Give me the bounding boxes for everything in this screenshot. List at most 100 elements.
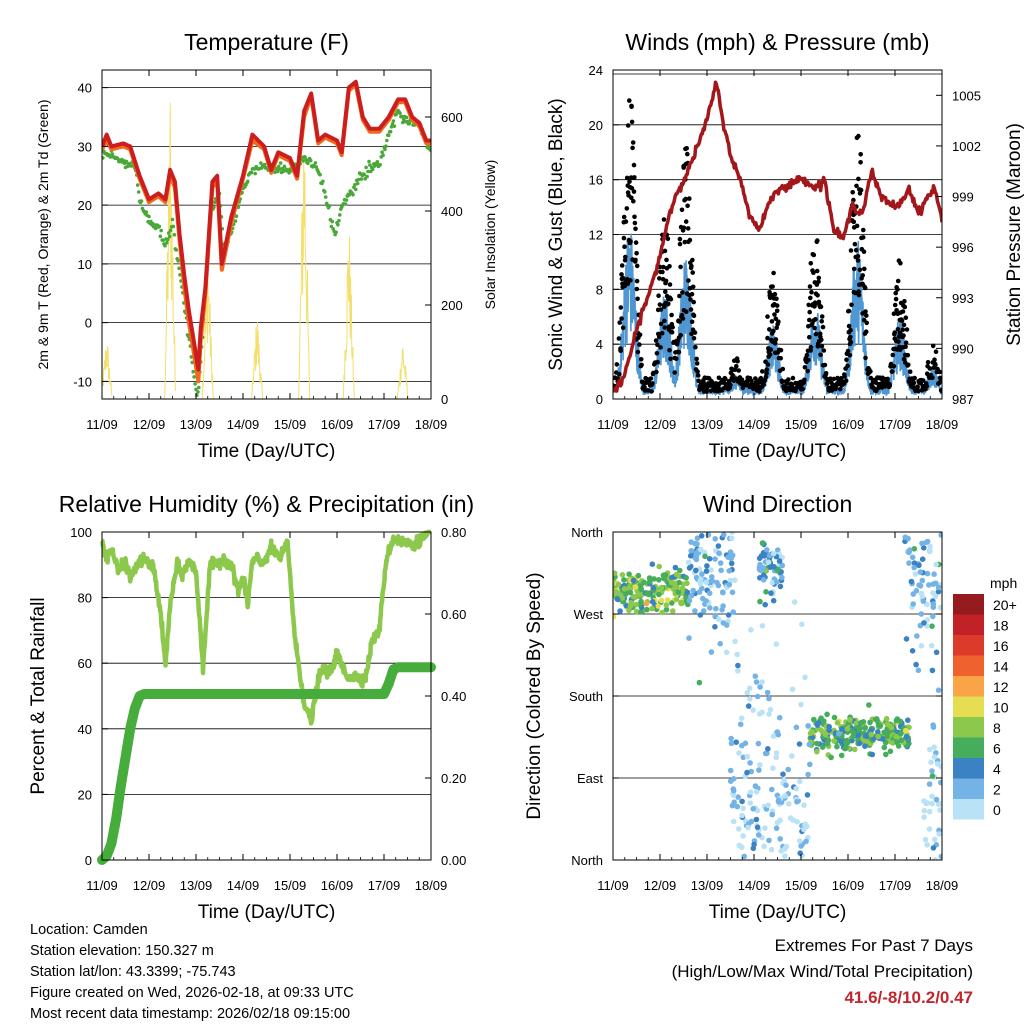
- direction-point: [933, 796, 940, 803]
- direction-point: [935, 584, 942, 591]
- dewpoint-point: [196, 390, 200, 394]
- direction-point: [762, 825, 768, 831]
- direction-point: [768, 846, 775, 853]
- gust-point: [767, 352, 773, 357]
- gust-point: [689, 291, 695, 297]
- legend-swatch: [953, 676, 984, 697]
- direction-point: [850, 729, 856, 736]
- direction-point: [931, 744, 937, 750]
- gust-point: [904, 327, 910, 332]
- gust-point: [774, 303, 780, 308]
- gust-point: [656, 334, 662, 340]
- gust-point: [861, 249, 867, 254]
- gust-point: [863, 355, 868, 361]
- x-tick-label: 11/09: [86, 417, 118, 432]
- direction-point: [769, 811, 775, 818]
- direction-point: [932, 857, 938, 860]
- direction-point: [776, 714, 783, 721]
- direction-point: [917, 583, 924, 589]
- direction-point: [793, 724, 800, 731]
- direction-point: [855, 732, 862, 738]
- direction-point: [819, 728, 826, 735]
- direction-point: [619, 572, 626, 578]
- direction-point: [781, 846, 788, 852]
- direction-point: [693, 556, 700, 563]
- direction-point: [614, 596, 621, 603]
- direction-point: [898, 730, 904, 737]
- gust-point: [691, 313, 697, 319]
- direction-point: [777, 817, 783, 824]
- direction-point: [791, 599, 798, 605]
- x-tick-label: 15/09: [785, 417, 818, 432]
- gust-point: [632, 220, 638, 226]
- gust-point: [630, 140, 636, 145]
- direction-point: [703, 598, 709, 604]
- gust-point: [772, 312, 777, 317]
- gust-point: [780, 366, 786, 372]
- gust-point: [667, 347, 672, 353]
- dewpoint-point: [167, 234, 172, 239]
- dewpoint-point: [191, 369, 195, 374]
- y-right-tick-label: 0.80: [441, 525, 466, 540]
- direction-point: [853, 720, 860, 726]
- direction-point: [737, 721, 744, 728]
- gust-point: [887, 383, 893, 389]
- gust-point: [761, 382, 766, 388]
- dewpoint-point: [194, 387, 198, 392]
- direction-point: [747, 685, 753, 691]
- direction-point: [644, 590, 650, 596]
- gust-point: [637, 342, 642, 347]
- gust-point: [842, 374, 847, 379]
- direction-point: [708, 649, 715, 655]
- gust-point: [619, 272, 624, 277]
- gust-point: [629, 185, 635, 191]
- gust-point: [852, 241, 858, 247]
- dewpoint-point: [161, 238, 165, 243]
- gust-point: [668, 296, 674, 302]
- direction-point: [719, 607, 725, 613]
- dewpoint-point: [165, 240, 169, 245]
- direction-point: [850, 733, 856, 740]
- gust-point: [790, 375, 796, 381]
- direction-point: [815, 720, 822, 726]
- gust-point: [807, 334, 812, 340]
- gust-point: [903, 344, 908, 350]
- x-tick-label: 18/09: [926, 417, 959, 432]
- direction-point: [909, 554, 916, 561]
- gust-point: [893, 296, 899, 302]
- x-axis-label: Time (Day/UTC): [709, 902, 847, 923]
- direction-point: [621, 586, 628, 592]
- gust-series: [613, 98, 942, 394]
- plot-frame: [101, 69, 432, 400]
- direction-point: [613, 613, 617, 620]
- dewpoint-point: [384, 144, 388, 148]
- dewpoint-point: [153, 226, 158, 231]
- gust-point: [664, 257, 669, 263]
- gust-point: [933, 362, 938, 368]
- direction-point: [885, 729, 892, 735]
- gust-point: [854, 223, 860, 229]
- solar-insolation-day: [342, 236, 355, 399]
- direction-point: [924, 601, 930, 608]
- direction-point: [757, 762, 763, 768]
- gust-point: [932, 357, 937, 363]
- y-right-tick-label: 996: [952, 240, 974, 255]
- dewpoint-point: [190, 360, 194, 365]
- direction-point: [662, 572, 669, 578]
- direction-point: [630, 593, 637, 600]
- direction-point: [814, 740, 820, 747]
- dewpoint-point: [163, 243, 167, 248]
- direction-point: [828, 754, 834, 761]
- direction-point: [679, 585, 686, 592]
- direction-point: [931, 754, 938, 760]
- direction-point: [930, 613, 936, 620]
- gust-point: [800, 386, 805, 392]
- gust-point: [619, 263, 625, 268]
- dewpoint-point: [121, 158, 126, 163]
- direction-point: [736, 826, 742, 832]
- dewpoint-point: [249, 170, 254, 175]
- direction-point: [924, 842, 930, 848]
- direction-point: [659, 609, 665, 616]
- gust-point: [905, 352, 911, 358]
- y-right-axis-label: Solar Insolation (Yellow): [482, 160, 498, 310]
